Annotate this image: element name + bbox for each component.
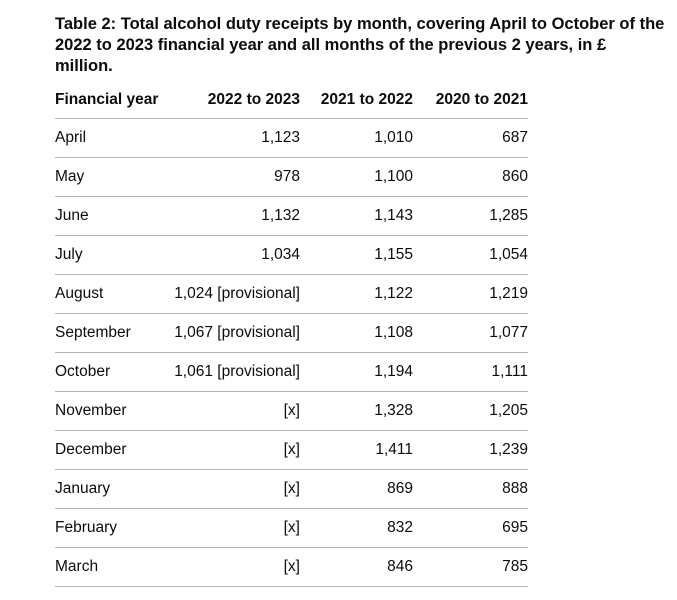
value-cell-2022-to-2023: [x] — [168, 469, 300, 509]
value-cell-2022-to-2023: 1,061 [provisional] — [168, 352, 300, 392]
table-row: March [x] 846 785 — [55, 547, 528, 587]
month-cell: July — [55, 235, 168, 275]
value-cell-2021-to-2022: 1,010 — [300, 118, 413, 158]
value-cell-2021-to-2022: 869 — [300, 469, 413, 509]
value-cell-2020-to-2021: 695 — [413, 508, 528, 548]
table-row: December [x] 1,411 1,239 — [55, 430, 528, 470]
value-cell-2020-to-2021: 1,285 — [413, 196, 528, 236]
value-cell-2020-to-2021: 888 — [413, 469, 528, 509]
value-cell-2020-to-2021: 1,219 — [413, 274, 528, 314]
column-header-financial-year: Financial year — [55, 81, 168, 119]
value-cell-2022-to-2023: 978 — [168, 157, 300, 197]
table-row: November [x] 1,328 1,205 — [55, 391, 528, 431]
value-cell-2022-to-2023: [x] — [168, 391, 300, 431]
value-cell-2022-to-2023: 1,024 [provisional] — [168, 274, 300, 314]
table-row: January [x] 869 888 — [55, 469, 528, 509]
table-row: September 1,067 [provisional] 1,108 1,07… — [55, 313, 528, 353]
value-cell-2022-to-2023: [x] — [168, 508, 300, 548]
table-row: April 1,123 1,010 687 — [55, 118, 528, 158]
month-cell: August — [55, 274, 168, 314]
table-row: February [x] 832 695 — [55, 508, 528, 548]
value-cell-2021-to-2022: 1,194 — [300, 352, 413, 392]
value-cell-2020-to-2021: 687 — [413, 118, 528, 158]
month-cell: November — [55, 391, 168, 431]
value-cell-2020-to-2021: 1,111 — [413, 352, 528, 392]
header-row: Financial year 2022 to 2023 2021 to 2022… — [55, 81, 528, 119]
column-header-2022-to-2023: 2022 to 2023 — [168, 81, 300, 119]
value-cell-2021-to-2022: 1,155 — [300, 235, 413, 275]
value-cell-2020-to-2021: 1,239 — [413, 430, 528, 470]
table-row: October 1,061 [provisional] 1,194 1,111 — [55, 352, 528, 392]
value-cell-2022-to-2023: 1,034 — [168, 235, 300, 275]
value-cell-2022-to-2023: [x] — [168, 547, 300, 587]
column-header-2021-to-2022: 2021 to 2022 — [300, 81, 413, 119]
table-row: July 1,034 1,155 1,054 — [55, 235, 528, 275]
value-cell-2021-to-2022: 832 — [300, 508, 413, 548]
month-cell: January — [55, 469, 168, 509]
month-cell: April — [55, 118, 168, 158]
value-cell-2021-to-2022: 1,122 — [300, 274, 413, 314]
value-cell-2020-to-2021: 785 — [413, 547, 528, 587]
value-cell-2022-to-2023: 1,123 — [168, 118, 300, 158]
value-cell-2021-to-2022: 846 — [300, 547, 413, 587]
table-row: June 1,132 1,143 1,285 — [55, 196, 528, 236]
value-cell-2021-to-2022: 1,100 — [300, 157, 413, 197]
table-caption: Table 2: Total alcohol duty receipts by … — [55, 15, 665, 75]
month-cell: March — [55, 547, 168, 587]
month-cell: February — [55, 508, 168, 548]
month-cell: September — [55, 313, 168, 353]
month-cell: June — [55, 196, 168, 236]
value-cell-2020-to-2021: 1,077 — [413, 313, 528, 353]
value-cell-2020-to-2021: 1,205 — [413, 391, 528, 431]
table-row: August 1,024 [provisional] 1,122 1,219 — [55, 274, 528, 314]
value-cell-2021-to-2022: 1,328 — [300, 391, 413, 431]
value-cell-2021-to-2022: 1,108 — [300, 313, 413, 353]
value-cell-2020-to-2021: 1,054 — [413, 235, 528, 275]
alcohol-duty-table: Financial year 2022 to 2023 2021 to 2022… — [55, 81, 528, 587]
table-body: April 1,123 1,010 687 May 978 1,100 860 … — [55, 118, 528, 587]
value-cell-2022-to-2023: 1,132 — [168, 196, 300, 236]
value-cell-2021-to-2022: 1,143 — [300, 196, 413, 236]
month-cell: December — [55, 430, 168, 470]
month-cell: May — [55, 157, 168, 197]
column-header-2020-to-2021: 2020 to 2021 — [413, 81, 528, 119]
value-cell-2022-to-2023: [x] — [168, 430, 300, 470]
value-cell-2022-to-2023: 1,067 [provisional] — [168, 313, 300, 353]
value-cell-2020-to-2021: 860 — [413, 157, 528, 197]
value-cell-2021-to-2022: 1,411 — [300, 430, 413, 470]
table-row: May 978 1,100 860 — [55, 157, 528, 197]
month-cell: October — [55, 352, 168, 392]
